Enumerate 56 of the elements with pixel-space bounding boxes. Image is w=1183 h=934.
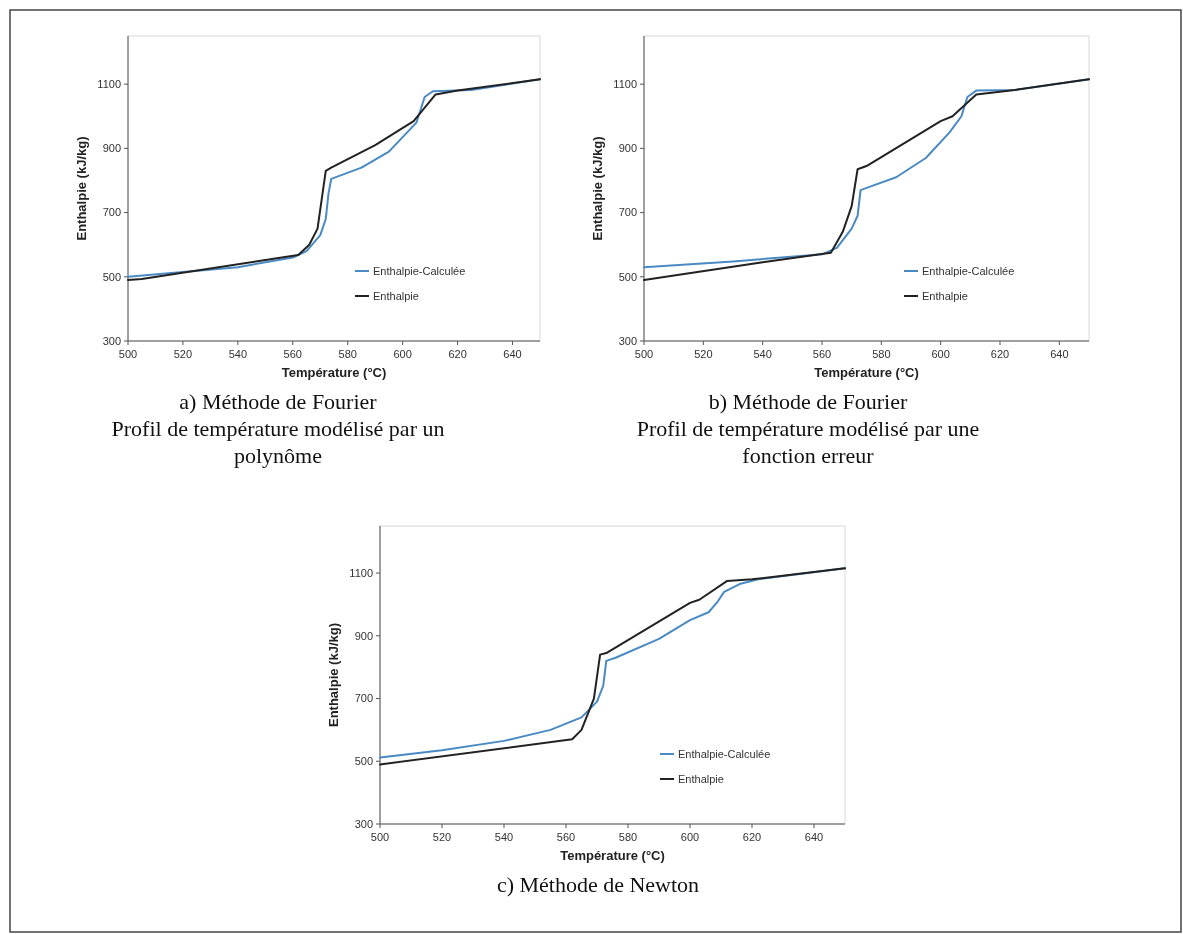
text: a) Méthode de Fourier bbox=[179, 389, 378, 414]
y-tick-label: 300 bbox=[102, 334, 121, 347]
x-tick-label: 520 bbox=[432, 831, 452, 843]
x-tick-label: 560 bbox=[812, 348, 832, 360]
legend-label: Enthalpie-Calculée bbox=[678, 747, 771, 760]
legend-label: Enthalpie-Calculée bbox=[373, 264, 466, 277]
x-tick-label: 600 bbox=[680, 831, 700, 843]
x-tick-label: 520 bbox=[173, 348, 193, 360]
y-tick-label: 700 bbox=[102, 206, 121, 219]
legend-label: Enthalpie bbox=[373, 289, 419, 302]
y-axis-title: Enthalpie (kJ/kg) bbox=[326, 622, 341, 728]
x-tick-label: 540 bbox=[753, 348, 772, 360]
y-tick-label: 900 bbox=[618, 142, 637, 155]
y-tick-label: 700 bbox=[354, 692, 373, 705]
x-tick-label: 500 bbox=[634, 348, 654, 360]
text: Profil de température modélisé par un polynôme bbox=[111, 416, 445, 468]
y-axis-title: Enthalpie (kJ/kg) bbox=[74, 136, 89, 241]
x-axis-title: Température (°C) bbox=[814, 365, 919, 380]
x-tick-label: 560 bbox=[283, 348, 302, 360]
legend-label: Enthalpie-Calculée bbox=[922, 264, 1015, 277]
x-tick-label: 500 bbox=[118, 348, 138, 360]
legend-label: Enthalpie bbox=[922, 289, 968, 302]
y-axis-title: Enthalpie (kJ/kg) bbox=[590, 136, 605, 241]
y-tick-label: 300 bbox=[618, 334, 637, 347]
y-tick-label: 900 bbox=[354, 629, 373, 642]
x-tick-label: 580 bbox=[618, 831, 638, 843]
x-tick-label: 640 bbox=[804, 831, 824, 843]
x-tick-label: 520 bbox=[694, 348, 713, 360]
x-tick-label: 580 bbox=[338, 348, 357, 360]
y-tick-label: 500 bbox=[354, 755, 373, 768]
y-tick-label: 1100 bbox=[349, 566, 373, 579]
x-axis-title: Température (°C) bbox=[281, 365, 387, 380]
x-tick-label: 580 bbox=[872, 348, 891, 360]
x-tick-label: 540 bbox=[228, 348, 248, 360]
x-tick-label: 560 bbox=[556, 831, 576, 843]
y-tick-label: 1100 bbox=[97, 78, 121, 91]
x-axis-title: Température (°C) bbox=[560, 848, 665, 863]
x-tick-label: 540 bbox=[494, 831, 514, 843]
x-tick-label: 500 bbox=[370, 831, 390, 843]
text: b) Méthode de Fourier bbox=[708, 389, 908, 414]
x-tick-label: 620 bbox=[448, 348, 467, 360]
y-tick-label: 500 bbox=[618, 270, 637, 283]
x-tick-label: 620 bbox=[742, 831, 762, 843]
text: c) Méthode de Newton bbox=[496, 872, 700, 897]
x-tick-label: 640 bbox=[503, 348, 522, 360]
text: Profil de température modélisé par une fonction erreur bbox=[636, 416, 980, 468]
y-tick-label: 700 bbox=[618, 206, 637, 219]
y-tick-label: 500 bbox=[102, 270, 121, 283]
y-tick-label: 300 bbox=[354, 817, 373, 830]
legend-label: Enthalpie bbox=[678, 772, 724, 785]
x-tick-label: 600 bbox=[393, 348, 412, 360]
x-tick-label: 620 bbox=[990, 348, 1010, 360]
x-tick-label: 640 bbox=[1050, 348, 1069, 360]
x-tick-label: 600 bbox=[931, 348, 950, 360]
y-tick-label: 900 bbox=[102, 142, 121, 155]
y-tick-label: 1100 bbox=[613, 78, 637, 91]
